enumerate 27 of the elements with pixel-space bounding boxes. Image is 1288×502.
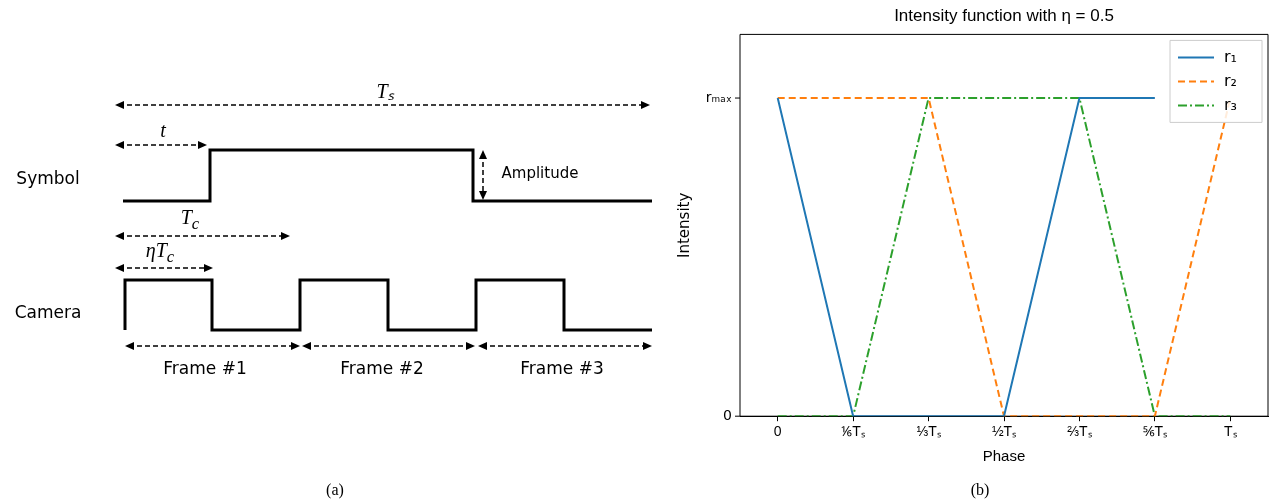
x-tick-label: ⅔Tₛ (1067, 423, 1092, 440)
text: (a) (326, 481, 344, 499)
text: rₘₐₓ (705, 88, 732, 105)
text: Amplitude (501, 164, 579, 182)
x-tick-label: ⅚Tₛ (1142, 423, 1168, 440)
legend-label: r₃ (1224, 94, 1237, 114)
text: ηT$_{c}$ (145, 239, 175, 267)
x-axis-title: Phase (982, 447, 1026, 465)
text: Frame #2 (340, 358, 424, 378)
text: T$_{c}$ (180, 206, 200, 234)
text: Tₛ (376, 78, 394, 104)
text: Frame #1 (163, 358, 247, 378)
text: (b) (970, 481, 990, 499)
text: 0 (723, 406, 732, 423)
x-tick-label: 0 (773, 423, 782, 440)
y-axis-title: Intensity (674, 192, 693, 258)
text: Camera (14, 302, 82, 322)
legend-label: r₁ (1224, 46, 1237, 66)
chart-title: Intensity function with η = 0.5 (894, 5, 1114, 25)
text: t (160, 118, 166, 142)
text: Symbol (16, 168, 80, 188)
x-tick-label: ½Tₛ (991, 423, 1017, 440)
legend-label: r₂ (1224, 70, 1237, 90)
x-tick-label: ⅙Tₛ (841, 423, 865, 440)
text: Frame #3 (520, 358, 604, 378)
x-tick-label: Tₛ (1224, 423, 1237, 440)
x-tick-label: ⅓Tₛ (916, 423, 941, 440)
